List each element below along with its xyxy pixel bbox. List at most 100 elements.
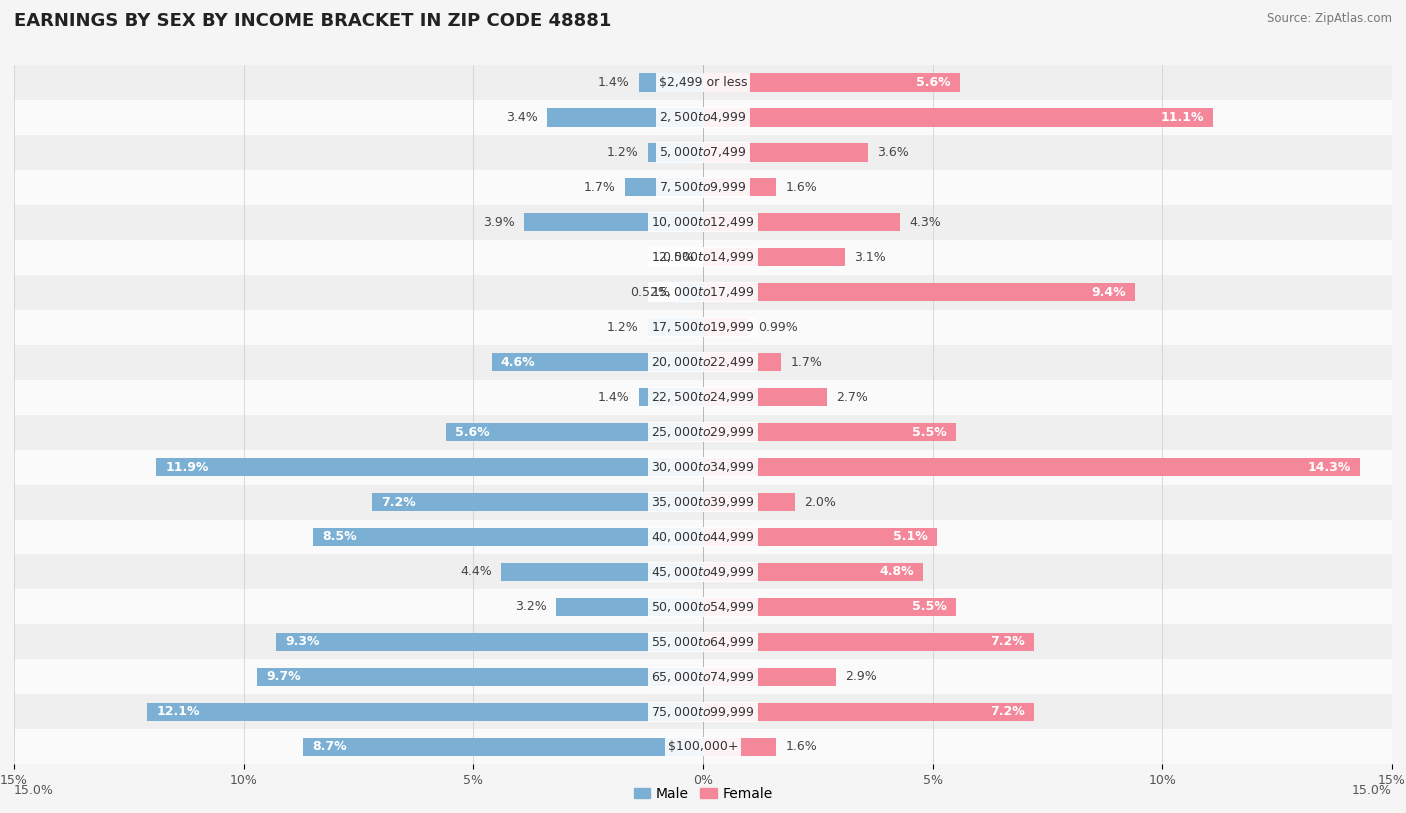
Bar (638, 388, 703, 406)
Bar (14, 624, 1392, 659)
Text: 5.6%: 5.6% (917, 76, 950, 89)
Bar (14, 694, 1392, 729)
Bar (14, 135, 1392, 170)
Bar (679, 283, 703, 302)
Text: 4.8%: 4.8% (880, 566, 914, 578)
Text: $75,000 to $99,999: $75,000 to $99,999 (651, 705, 755, 719)
Bar (312, 528, 703, 546)
Bar (703, 73, 960, 92)
Text: 4.6%: 4.6% (501, 356, 536, 368)
Bar (703, 667, 837, 686)
Text: 14.3%: 14.3% (1308, 461, 1351, 473)
Text: 9.3%: 9.3% (285, 636, 319, 648)
Bar (501, 563, 703, 581)
Bar (14, 310, 1392, 345)
Bar (14, 520, 1392, 554)
Bar (703, 528, 938, 546)
Text: 0.99%: 0.99% (758, 321, 797, 333)
Bar (304, 737, 703, 756)
Bar (703, 423, 956, 441)
Bar (703, 702, 1033, 721)
Text: $12,500 to $14,999: $12,500 to $14,999 (651, 250, 755, 264)
Text: 3.6%: 3.6% (877, 146, 910, 159)
Bar (14, 589, 1392, 624)
Bar (703, 633, 1033, 651)
Text: $5,000 to $7,499: $5,000 to $7,499 (659, 146, 747, 159)
Bar (14, 450, 1392, 485)
Bar (703, 737, 776, 756)
Bar (14, 205, 1392, 240)
Text: 7.2%: 7.2% (990, 706, 1025, 718)
Text: 5.5%: 5.5% (911, 426, 946, 438)
Text: $55,000 to $64,999: $55,000 to $64,999 (651, 635, 755, 649)
Bar (14, 240, 1392, 275)
Text: $15,000 to $17,499: $15,000 to $17,499 (651, 285, 755, 299)
Text: 2.0%: 2.0% (804, 496, 837, 508)
Text: $17,500 to $19,999: $17,500 to $19,999 (651, 320, 755, 334)
Bar (14, 554, 1392, 589)
Text: 7.2%: 7.2% (990, 636, 1025, 648)
Text: 9.4%: 9.4% (1091, 286, 1126, 298)
Text: $2,500 to $4,999: $2,500 to $4,999 (659, 111, 747, 124)
Text: Source: ZipAtlas.com: Source: ZipAtlas.com (1267, 12, 1392, 25)
Bar (703, 598, 956, 616)
Text: $22,500 to $24,999: $22,500 to $24,999 (651, 390, 755, 404)
Bar (703, 213, 900, 232)
Text: 11.1%: 11.1% (1160, 111, 1204, 124)
Bar (648, 318, 703, 337)
Text: $30,000 to $34,999: $30,000 to $34,999 (651, 460, 755, 474)
Bar (547, 108, 703, 127)
Text: $40,000 to $44,999: $40,000 to $44,999 (651, 530, 755, 544)
Legend: Male, Female: Male, Female (628, 781, 778, 806)
Text: 8.7%: 8.7% (312, 741, 347, 753)
Text: 12.1%: 12.1% (156, 706, 200, 718)
Bar (703, 353, 782, 372)
Text: 0.52%: 0.52% (630, 286, 669, 298)
Bar (703, 563, 924, 581)
Bar (14, 415, 1392, 450)
Text: $7,500 to $9,999: $7,500 to $9,999 (659, 180, 747, 194)
Bar (14, 275, 1392, 310)
Text: 5.5%: 5.5% (911, 601, 946, 613)
Bar (703, 458, 1360, 476)
Text: 3.4%: 3.4% (506, 111, 537, 124)
Bar (14, 170, 1392, 205)
Text: 7.2%: 7.2% (381, 496, 416, 508)
Text: 1.7%: 1.7% (583, 181, 616, 193)
Bar (703, 178, 776, 197)
Bar (703, 248, 845, 267)
Text: 2.7%: 2.7% (837, 391, 868, 403)
Bar (648, 143, 703, 162)
Bar (14, 380, 1392, 415)
Bar (555, 598, 703, 616)
Text: 1.4%: 1.4% (598, 391, 630, 403)
Text: 1.6%: 1.6% (786, 181, 817, 193)
Bar (524, 213, 703, 232)
Text: 3.9%: 3.9% (482, 216, 515, 228)
Text: 4.3%: 4.3% (910, 216, 942, 228)
Text: $50,000 to $54,999: $50,000 to $54,999 (651, 600, 755, 614)
Bar (14, 485, 1392, 520)
Text: 8.5%: 8.5% (322, 531, 356, 543)
Bar (14, 659, 1392, 694)
Text: 11.9%: 11.9% (166, 461, 209, 473)
Text: 15.0%: 15.0% (14, 784, 53, 797)
Bar (703, 493, 794, 511)
Text: 1.2%: 1.2% (607, 146, 638, 159)
Text: 15.0%: 15.0% (1353, 784, 1392, 797)
Text: 2.9%: 2.9% (845, 671, 877, 683)
Bar (703, 143, 869, 162)
Text: 1.6%: 1.6% (786, 741, 817, 753)
Bar (257, 667, 703, 686)
Bar (14, 345, 1392, 380)
Bar (703, 108, 1213, 127)
Bar (156, 458, 703, 476)
Bar (276, 633, 703, 651)
Text: 3.2%: 3.2% (515, 601, 547, 613)
Text: 3.1%: 3.1% (855, 251, 886, 263)
Bar (446, 423, 703, 441)
Text: $65,000 to $74,999: $65,000 to $74,999 (651, 670, 755, 684)
Text: 1.4%: 1.4% (598, 76, 630, 89)
Text: $2,499 or less: $2,499 or less (659, 76, 747, 89)
Text: $20,000 to $22,499: $20,000 to $22,499 (651, 355, 755, 369)
